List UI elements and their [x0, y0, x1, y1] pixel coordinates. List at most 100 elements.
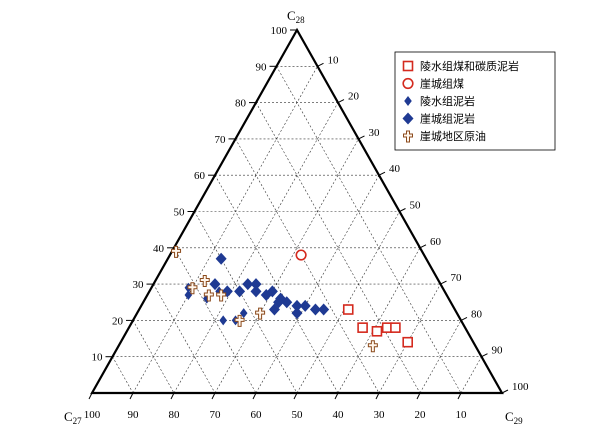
point-series-4-17	[318, 303, 330, 316]
point-series-1-2	[357, 322, 368, 333]
legend-label-5: 崖城地区原油	[420, 129, 486, 143]
tick-mark-c27-20	[416, 392, 421, 400]
point-series-5-2	[187, 282, 198, 295]
point-series-4-5	[242, 278, 254, 291]
tick-label-c27-30: 30	[374, 409, 386, 421]
tick-label-c29-60: 60	[430, 236, 442, 248]
legend-label-3: 陵水组泥岩	[420, 94, 475, 108]
point-series-3-7	[239, 308, 248, 319]
tick-mark-c27-100	[88, 392, 93, 400]
legend-box	[394, 51, 556, 151]
point-series-1-5	[390, 322, 401, 333]
tick-label-c29-30: 30	[369, 127, 381, 139]
tick-labels: 10 20 30 40 50 60 70 80 90 100 10 20 30 40 50 60 70 80 90 1…	[84, 25, 529, 421]
point-series-5-3	[199, 274, 210, 287]
point-series-5-6	[234, 314, 245, 327]
tick-label-c28-50: 50	[174, 207, 186, 219]
point-series-4-7	[250, 278, 262, 291]
point-series-3-3	[203, 293, 211, 304]
grid-line-c29-50	[296, 211, 400, 394]
corner-label-left: C27	[64, 409, 82, 426]
grid-line-c27-90	[112, 356, 134, 394]
tick-mark-c29-60	[419, 244, 427, 249]
tick-mark-c27-60	[252, 392, 257, 400]
tick-label-c28-60: 60	[194, 170, 206, 182]
tick-mark-c29-100	[501, 389, 509, 394]
tick-label-c27-20: 20	[415, 409, 427, 421]
tick-label-c28-70: 70	[215, 134, 227, 146]
tick-label-c27-80: 80	[169, 409, 181, 421]
series-2	[295, 249, 307, 261]
grid-line-c29-90	[460, 356, 482, 394]
grid-line-c29-20	[173, 102, 339, 394]
tick-label-c27-70: 70	[210, 409, 222, 421]
tick-mark-c29-10	[317, 62, 324, 67]
point-series-3-4	[219, 315, 227, 326]
point-series-1-1	[342, 304, 354, 315]
tick-label-c28-100: 100	[271, 25, 288, 37]
tick-mark-c27-90	[129, 392, 134, 400]
legend-marker-3	[404, 96, 412, 106]
tick-mark-c29-20	[337, 99, 345, 104]
legend-marker-2	[402, 77, 414, 90]
point-series-4-1	[215, 252, 227, 265]
point-series-4-18	[291, 307, 303, 320]
grid-line-c27-50	[194, 211, 298, 394]
tick-label-c27-50: 50	[292, 409, 304, 421]
tick-mark-c27-80	[170, 392, 175, 400]
tick-label-c27-60: 60	[251, 409, 263, 421]
legend-marker-1	[402, 60, 414, 72]
tick-mark-c29-90	[481, 353, 488, 358]
grid-line-c27-30	[235, 138, 380, 394]
tick-mark-c27-10	[457, 392, 462, 400]
tick-label-c28-80: 80	[235, 98, 247, 110]
grid-line-c29-80	[419, 320, 462, 394]
tick-mark-c29-30	[358, 135, 365, 140]
tick-label-c29-40: 40	[389, 163, 401, 175]
grid-line-c29-10	[132, 66, 318, 394]
series-4	[209, 252, 330, 320]
point-series-1-6	[402, 336, 414, 348]
point-series-4-2	[209, 278, 221, 291]
point-series-2-1	[295, 249, 307, 261]
tick-label-c28-10: 10	[92, 352, 104, 364]
tick-label-c29-90: 90	[492, 345, 504, 357]
tick-label-c28-20: 20	[112, 315, 124, 327]
tick-label-c27-40: 40	[333, 409, 345, 421]
point-series-5-7	[255, 307, 266, 320]
tick-mark-c27-70	[211, 392, 216, 400]
tick-mark-c29-80	[460, 316, 468, 321]
grid-line-c27-20	[255, 102, 421, 394]
legend-label-1: 陵水组煤和碳质泥岩	[420, 59, 519, 73]
data-points	[171, 245, 414, 353]
tick-label-c29-70: 70	[451, 272, 463, 284]
point-series-4-13	[273, 296, 285, 309]
point-series-5-1	[171, 245, 182, 258]
point-series-5-5	[216, 289, 227, 302]
tick-mark-c27-40	[334, 392, 339, 400]
tick-label-c29-50: 50	[410, 200, 422, 212]
point-series-3-1	[184, 289, 193, 300]
tick-label-c27-90: 90	[128, 409, 140, 421]
grid-line-c27-70	[153, 283, 216, 394]
grid-lines	[112, 66, 482, 394]
legend-marker-5	[403, 130, 413, 143]
tick-label-c29-20: 20	[348, 91, 360, 103]
corner-label-right: C29	[505, 409, 523, 426]
point-series-4-15	[299, 299, 311, 312]
series-1	[342, 304, 414, 348]
point-series-5-4	[203, 289, 214, 302]
tick-label-c29-10: 10	[328, 54, 340, 66]
tick-mark-c27-50	[293, 392, 298, 400]
tick-mark-c29-40	[378, 171, 386, 176]
point-series-4-14	[291, 299, 303, 312]
grid-line-c29-30	[214, 138, 359, 394]
point-series-4-10	[266, 285, 278, 298]
tick-mark-c29-70	[440, 280, 447, 285]
point-series-4-4	[234, 285, 246, 298]
corner-label-top: C28	[287, 8, 305, 25]
series-5	[171, 245, 378, 353]
tick-mark-c27-30	[375, 392, 380, 400]
point-series-4-6	[250, 285, 262, 298]
